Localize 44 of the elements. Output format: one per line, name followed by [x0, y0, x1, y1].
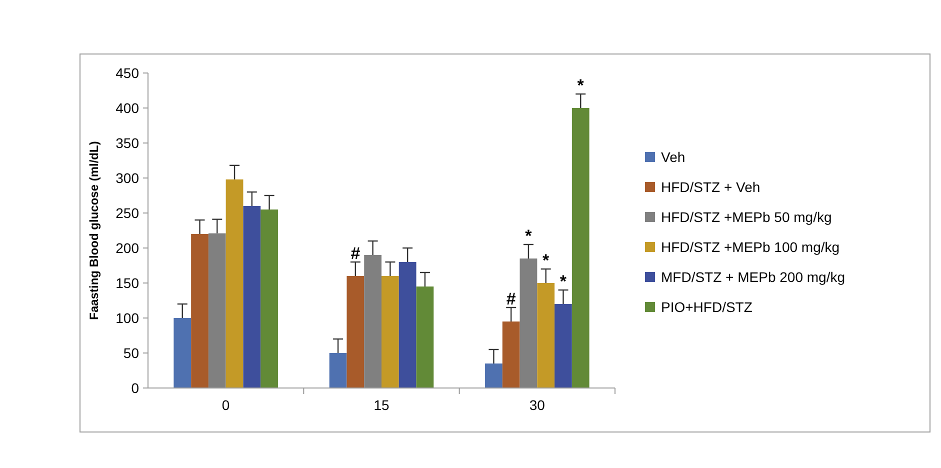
y-tick-label: 250 — [116, 204, 140, 221]
x-tick-label: 15 — [374, 397, 390, 413]
annotation: * — [542, 251, 550, 270]
y-tick-label: 200 — [116, 240, 140, 256]
y-tick-label: 350 — [116, 134, 140, 151]
bar — [364, 255, 382, 388]
bar — [416, 286, 434, 388]
legend-label: HFD/STZ +MEPb 50 mg/kg — [661, 208, 832, 225]
y-axis-title: Faasting Blood glucose (ml/dL) — [87, 141, 101, 320]
annotation: * — [577, 76, 584, 95]
legend-label: Veh — [661, 148, 686, 165]
y-tick-label: 300 — [116, 170, 140, 186]
bar — [346, 276, 364, 388]
bar — [329, 353, 347, 388]
bar — [398, 262, 416, 388]
y-tick-label: 450 — [116, 64, 140, 81]
y-tick-label: 400 — [116, 100, 140, 116]
x-tick-label: 30 — [529, 397, 546, 413]
x-tick-label: 0 — [222, 397, 230, 413]
bar — [554, 304, 572, 388]
bar — [485, 364, 502, 388]
bar — [502, 322, 520, 388]
legend-label: MFD/STZ + MEPb 200 mg/kg — [661, 268, 845, 285]
y-tick-label: 150 — [116, 274, 140, 291]
bar — [174, 318, 192, 388]
annotation: * — [560, 272, 567, 291]
y-tick-label: 0 — [131, 380, 140, 396]
legend-label: PIO+HFD/STZ — [661, 298, 753, 315]
bar — [226, 179, 244, 388]
bar — [243, 206, 261, 388]
y-tick-label: 50 — [123, 344, 140, 361]
annotation: # — [506, 290, 516, 308]
legend-label: HFD/STZ + Veh — [661, 178, 760, 195]
annotation: * — [525, 226, 532, 246]
legend-label: HFD/STZ +MEPb 100 mg/kg — [661, 238, 840, 255]
annotation: # — [350, 244, 361, 263]
bar — [520, 258, 538, 388]
bar — [382, 276, 399, 388]
bar — [572, 108, 590, 388]
bar — [260, 210, 278, 388]
bar — [191, 234, 208, 388]
y-tick-label: 100 — [116, 310, 140, 326]
bar — [537, 283, 555, 388]
bar — [208, 233, 226, 388]
